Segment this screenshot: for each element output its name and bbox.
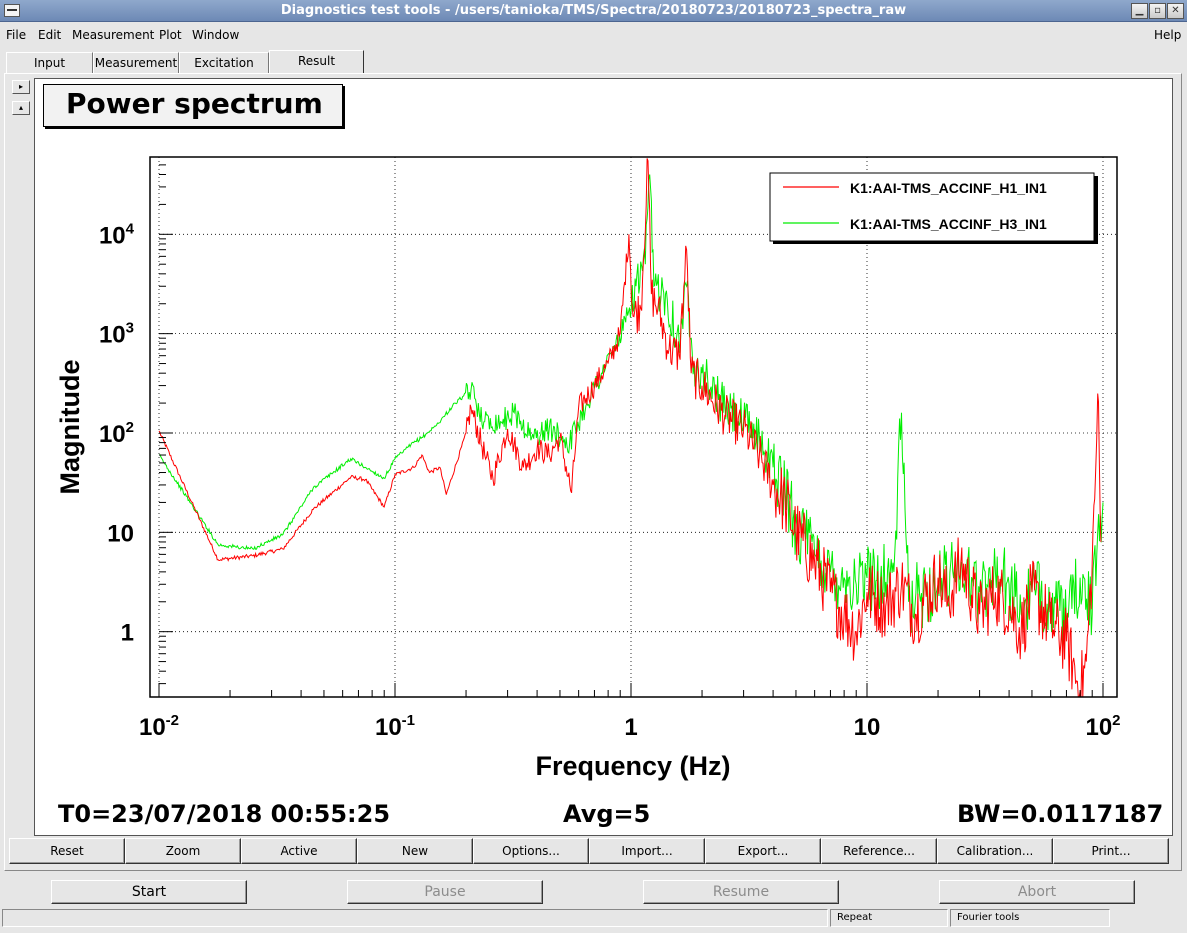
reset-button[interactable]: Reset xyxy=(9,838,125,864)
avg-readout: Avg=5 xyxy=(563,800,651,828)
x-tick-label: 10-1 xyxy=(375,712,415,741)
window-menu-icon[interactable] xyxy=(4,4,20,17)
tab-measurement[interactable]: Measurement xyxy=(93,52,179,73)
plot-title: Power spectrum xyxy=(43,84,343,127)
axis-ticks xyxy=(158,156,1104,697)
tab-input[interactable]: Input xyxy=(6,52,93,73)
menu-measurement[interactable]: Measurement xyxy=(72,28,155,42)
result-panel xyxy=(4,73,1182,871)
plot-frame xyxy=(149,156,1118,698)
y-tick-label: 103 xyxy=(99,320,134,349)
legend-box xyxy=(769,172,1095,242)
zoom-button[interactable]: Zoom xyxy=(125,838,241,864)
y-tick-label: 102 xyxy=(99,419,134,448)
menu-help[interactable]: Help xyxy=(1154,28,1182,42)
import-button[interactable]: Import... xyxy=(589,838,705,864)
menu-plot[interactable]: Plot xyxy=(159,28,182,42)
title-bar: Diagnostics test tools - /users/tanioka/… xyxy=(0,0,1187,22)
status-bar: Repeat Fourier tools xyxy=(0,909,1187,933)
bw-readout: BW=0.0117187 xyxy=(957,800,1164,828)
options-button[interactable]: Options... xyxy=(473,838,589,864)
series-group xyxy=(158,158,1104,698)
legend-label-h1: K1:AAI-TMS_ACCINF_H1_IN1 xyxy=(850,180,1047,196)
active-button[interactable]: Active xyxy=(241,838,357,864)
reference-button[interactable]: Reference... xyxy=(821,838,937,864)
pause-button[interactable]: Pause xyxy=(347,880,543,904)
expand-right-icon[interactable]: ▸ xyxy=(12,80,30,94)
status-message xyxy=(2,909,828,927)
print-button[interactable]: Print... xyxy=(1053,838,1169,864)
legend-label-h3: K1:AAI-TMS_ACCINF_H3_IN1 xyxy=(850,216,1047,232)
menu-edit[interactable]: Edit xyxy=(38,28,62,42)
x-axis-label: Frequency (Hz) xyxy=(535,751,730,781)
menu-window[interactable]: Window xyxy=(192,28,240,42)
x-tick-label: 10-2 xyxy=(139,712,179,741)
y-tick-label: 10 xyxy=(107,520,134,547)
minimize-button[interactable]: ▁ xyxy=(1131,3,1148,19)
menu-file[interactable]: File xyxy=(6,28,27,42)
abort-button[interactable]: Abort xyxy=(939,880,1135,904)
expand-up-icon[interactable]: ▴ xyxy=(12,101,30,115)
x-tick-label: 1 xyxy=(624,714,637,741)
x-tick-label: 102 xyxy=(1085,712,1120,741)
legend: K1:AAI-TMS_ACCINF_H1_IN1 K1:AAI-TMS_ACCI… xyxy=(769,172,1098,244)
y-tick-label: 1 xyxy=(121,620,134,647)
window-title: Diagnostics test tools - /users/tanioka/… xyxy=(280,3,907,18)
calibration-button[interactable]: Calibration... xyxy=(937,838,1053,864)
tab-excitation[interactable]: Excitation xyxy=(179,52,269,73)
resume-button[interactable]: Resume xyxy=(643,880,839,904)
status-mode: Fourier tools xyxy=(950,909,1110,927)
t0-readout: T0=23/07/2018 00:55:25 xyxy=(58,800,391,828)
x-tick-label: 10 xyxy=(854,714,881,741)
y-tick-label: 104 xyxy=(99,220,135,249)
series-line-h1 xyxy=(158,158,1102,698)
tick-labels: 10-2 10-1 1 10 102 1 10 102 103 104 xyxy=(99,220,1121,741)
new-button[interactable]: New xyxy=(357,838,473,864)
series-line-h3 xyxy=(158,174,1104,653)
status-repeat: Repeat xyxy=(830,909,948,927)
menu-bar: File Edit Measurement Plot Window Help xyxy=(0,23,1187,47)
start-button[interactable]: Start xyxy=(51,880,247,904)
maximize-button[interactable]: ▫ xyxy=(1149,3,1166,19)
close-button[interactable]: ✕ xyxy=(1167,3,1184,19)
export-button[interactable]: Export... xyxy=(705,838,821,864)
y-axis-label: Magnitude xyxy=(55,360,85,495)
tab-result[interactable]: Result xyxy=(269,50,364,73)
